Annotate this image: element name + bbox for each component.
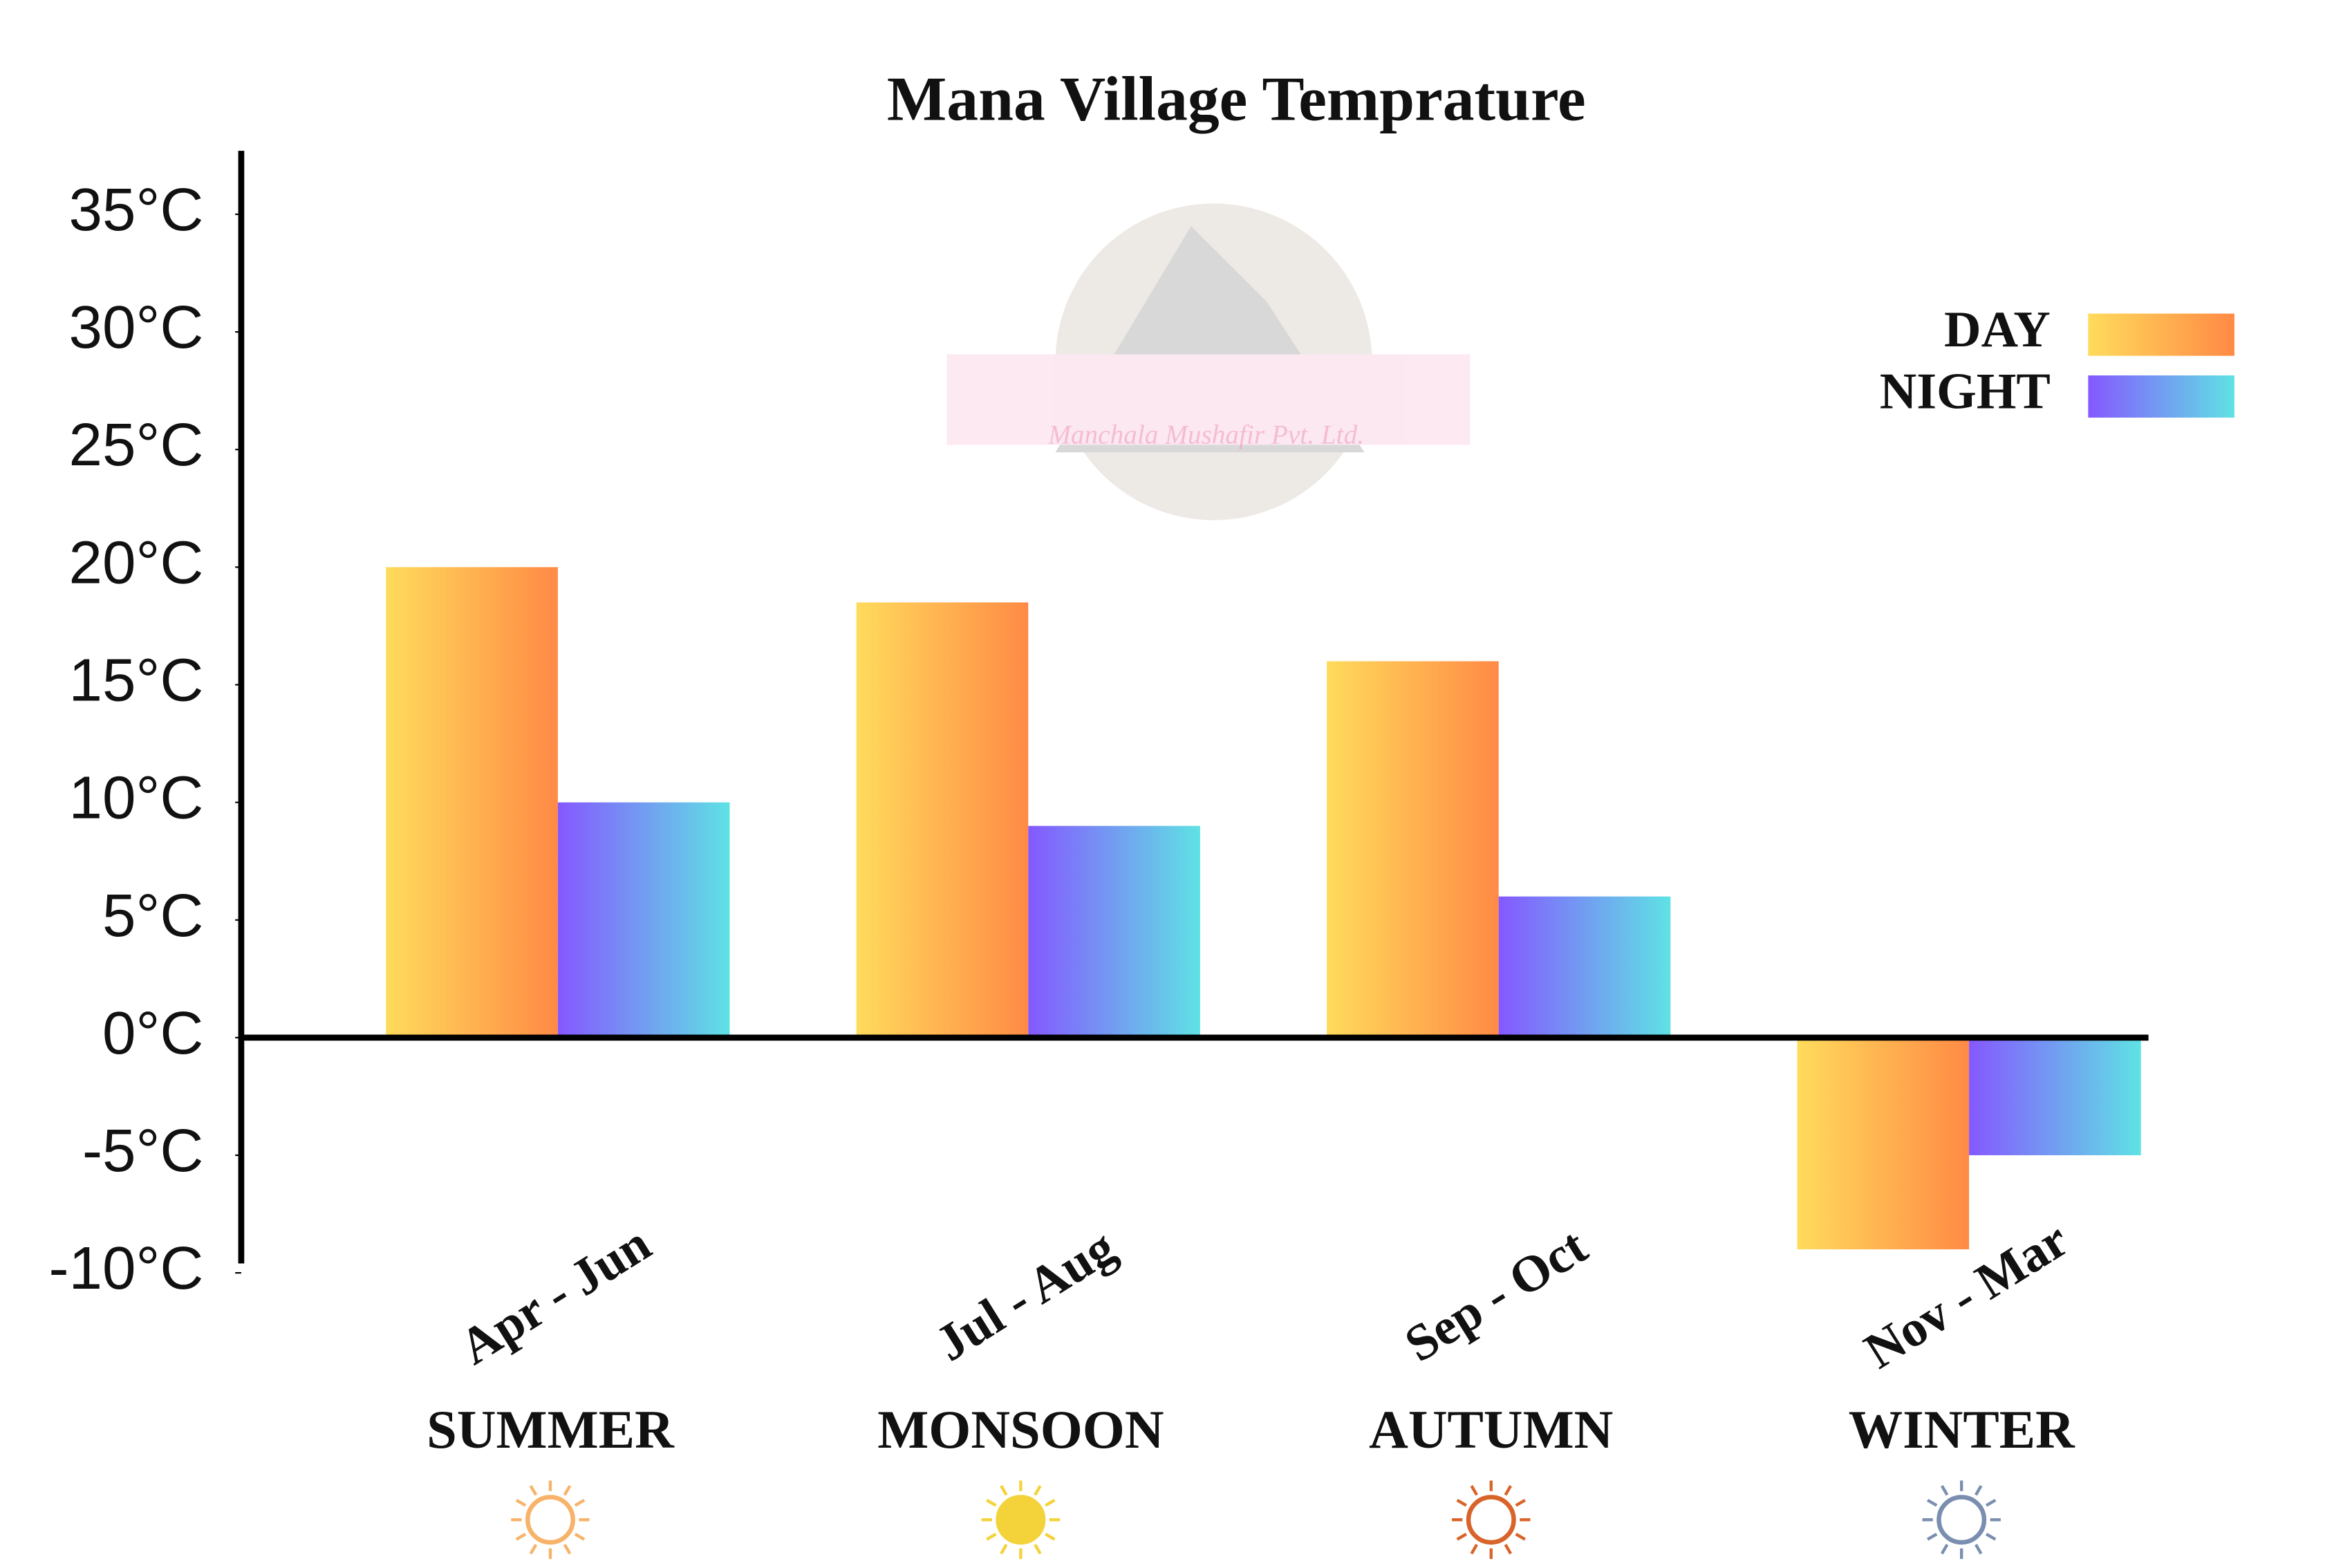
icon-ray bbox=[515, 1533, 527, 1541]
icon-ray bbox=[1034, 1485, 1042, 1496]
icon-ray bbox=[1000, 1544, 1008, 1555]
icon-ray bbox=[515, 1498, 527, 1507]
x-tick-label: Sep - Oct bbox=[1395, 1218, 1597, 1374]
bar bbox=[1969, 1037, 2141, 1155]
icon-shape bbox=[525, 1495, 575, 1545]
y-tick-label: -5°C bbox=[82, 1117, 203, 1184]
season-icon bbox=[1922, 1480, 2001, 1559]
bar bbox=[1797, 1037, 1970, 1250]
season-icon bbox=[981, 1480, 1061, 1559]
icon-ray bbox=[986, 1533, 997, 1541]
season-label: WINTER bbox=[1849, 1399, 2075, 1459]
icon-ray bbox=[1975, 1544, 1983, 1555]
icon-ray bbox=[1940, 1485, 1949, 1496]
legend-swatch bbox=[2088, 375, 2234, 418]
bar bbox=[557, 802, 730, 1038]
y-tick-label: 20°C bbox=[69, 529, 204, 596]
icon-ray bbox=[1000, 1485, 1008, 1496]
y-tick-label: 10°C bbox=[69, 765, 204, 832]
x-tick-label: Jul - Aug bbox=[926, 1219, 1126, 1372]
legend-label: DAY bbox=[1944, 301, 2051, 358]
icon-ray bbox=[1456, 1533, 1467, 1541]
bar bbox=[1028, 825, 1200, 1038]
icon-ray bbox=[563, 1544, 572, 1555]
season-icon bbox=[1452, 1480, 1531, 1559]
icon-ray bbox=[1045, 1533, 1056, 1541]
icon-ray bbox=[1926, 1533, 1938, 1541]
watermark-text: Manchala Mushafir Pvt. Ltd. bbox=[1047, 420, 1364, 449]
x-tick-label: Apr - Jun bbox=[450, 1215, 660, 1376]
y-tick-label: 15°C bbox=[69, 647, 204, 714]
y-tick-label: 0°C bbox=[102, 1000, 203, 1067]
y-tick-label: 25°C bbox=[69, 411, 204, 478]
icon-ray bbox=[1985, 1533, 1997, 1541]
icon-ray bbox=[1515, 1498, 1526, 1507]
y-tick-label: 30°C bbox=[69, 294, 204, 361]
icon-ray bbox=[1975, 1485, 1983, 1496]
season-label: AUTUMN bbox=[1369, 1399, 1613, 1459]
icon-ray bbox=[1926, 1498, 1938, 1507]
icon-ray bbox=[1940, 1544, 1949, 1555]
icon-ray bbox=[1470, 1485, 1478, 1496]
y-tick-label: -10°C bbox=[48, 1235, 203, 1302]
icon-ray bbox=[563, 1485, 572, 1496]
icon-ray bbox=[574, 1533, 586, 1541]
bar bbox=[386, 567, 558, 1038]
y-tick-label: 35°C bbox=[69, 176, 204, 243]
icon-shape bbox=[1936, 1495, 1987, 1545]
icon-shape bbox=[996, 1495, 1046, 1545]
icon-shape bbox=[1466, 1495, 1516, 1545]
icon-ray bbox=[1470, 1544, 1478, 1555]
icon-ray bbox=[574, 1498, 586, 1507]
bar bbox=[1498, 896, 1671, 1038]
icon-ray bbox=[1456, 1498, 1467, 1507]
icon-ray bbox=[1034, 1544, 1042, 1555]
bar bbox=[1327, 661, 1499, 1038]
icon-ray bbox=[1504, 1544, 1513, 1555]
legend-label: NIGHT bbox=[1880, 364, 2051, 420]
season-label: MONSOON bbox=[877, 1399, 1164, 1459]
watermark-logo bbox=[946, 203, 1471, 521]
icon-ray bbox=[1515, 1533, 1526, 1541]
icon-ray bbox=[1045, 1498, 1056, 1507]
icon-ray bbox=[1504, 1485, 1513, 1496]
season-icon bbox=[511, 1480, 590, 1559]
icon-ray bbox=[529, 1544, 538, 1555]
icon-ray bbox=[986, 1498, 997, 1507]
legend-swatch bbox=[2088, 313, 2234, 356]
chart-title: Mana Village Temprature bbox=[887, 64, 1586, 134]
icon-ray bbox=[529, 1485, 538, 1496]
season-label: SUMMER bbox=[427, 1399, 675, 1459]
icon-ray bbox=[1985, 1498, 1997, 1507]
y-tick-label: 5°C bbox=[102, 882, 203, 949]
bar bbox=[856, 602, 1029, 1038]
